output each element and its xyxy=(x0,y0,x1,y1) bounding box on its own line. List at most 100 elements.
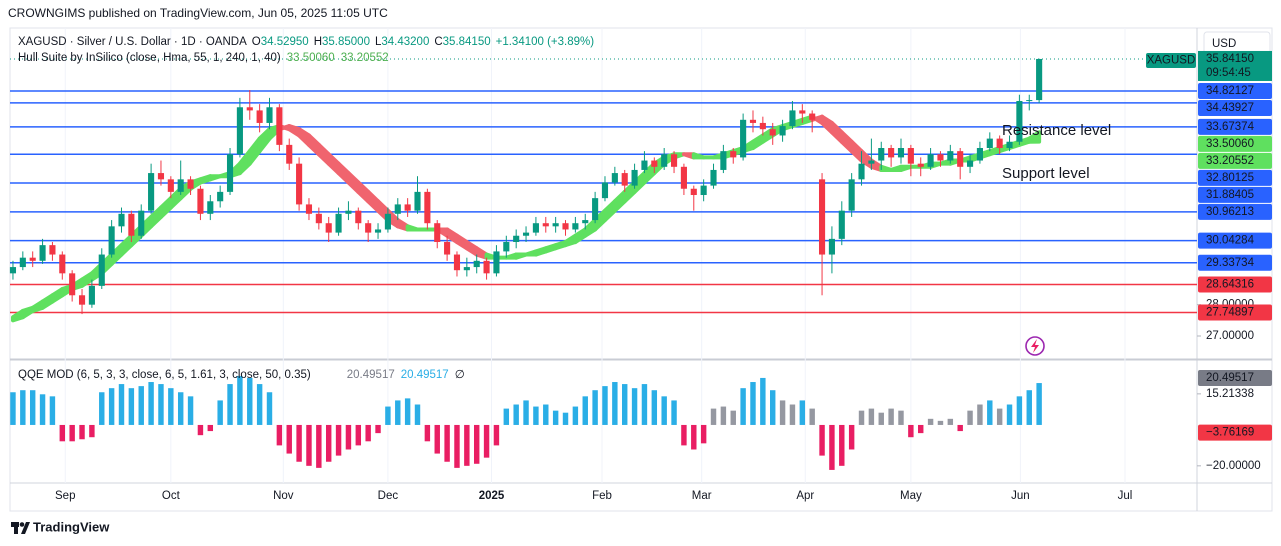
histogram-bar xyxy=(128,388,135,425)
candle-body xyxy=(927,154,934,167)
histogram-bar xyxy=(69,424,75,442)
histogram-bar xyxy=(888,408,894,425)
histogram-bar xyxy=(454,424,460,468)
histogram-bar xyxy=(473,424,480,464)
symbol: XAGUSD · Silver / U.S. Dollar · 1D · OAN… xyxy=(18,36,247,48)
histogram-bar xyxy=(217,400,223,425)
candle-body xyxy=(967,160,974,167)
quote-key: H xyxy=(314,36,322,48)
annotation: Support level xyxy=(1002,165,1090,182)
price-label: 33.50060 xyxy=(1206,138,1254,150)
x-tick-label: Feb xyxy=(592,490,612,502)
candle-body xyxy=(434,223,441,243)
countdown: 09:54:45 xyxy=(1206,67,1251,79)
price-label-box xyxy=(1198,169,1272,186)
histogram-bar xyxy=(1026,390,1032,425)
candle-body xyxy=(601,182,609,199)
candle-body xyxy=(108,226,115,255)
candle-body xyxy=(907,148,914,164)
histogram-bar xyxy=(483,424,490,458)
histogram-bar xyxy=(760,377,766,425)
candle-body xyxy=(88,285,95,305)
price-label-box xyxy=(1198,135,1272,152)
histogram-bar xyxy=(493,424,500,446)
brand-logo xyxy=(11,522,30,534)
histogram-bar xyxy=(365,424,371,442)
annotation: Resistance level xyxy=(1002,122,1111,139)
candle-body xyxy=(197,188,204,214)
candle-body xyxy=(217,191,224,202)
candle-body xyxy=(749,119,757,123)
price-label: 34.43927 xyxy=(1206,102,1254,114)
histogram-bar xyxy=(385,406,391,425)
histogram-bar xyxy=(700,424,707,444)
candle-body xyxy=(59,254,66,274)
candle-body xyxy=(809,113,816,120)
histogram-bar xyxy=(829,424,835,470)
candle-body xyxy=(138,210,145,236)
x-tick-label: Dec xyxy=(378,490,399,502)
candle-body xyxy=(1036,58,1043,101)
histogram-bar xyxy=(325,424,332,462)
histogram-bar xyxy=(562,412,569,425)
price-label-box xyxy=(1198,118,1272,135)
histogram-bar xyxy=(1016,396,1023,425)
histogram-bar xyxy=(39,394,46,425)
candle-body xyxy=(986,138,993,149)
candle-body xyxy=(888,148,895,158)
x-tick-label: Jul xyxy=(1118,490,1133,502)
histogram-bar xyxy=(306,424,312,466)
candle-body xyxy=(325,223,332,233)
histogram-bar xyxy=(710,408,717,425)
x-tick-label: Nov xyxy=(273,490,294,502)
candle-body xyxy=(29,257,36,261)
price-label-box xyxy=(1198,203,1272,220)
histogram-bar xyxy=(237,375,243,425)
histogram-bar xyxy=(858,410,865,425)
quote-value: 34.52950 xyxy=(261,36,309,48)
histogram-bar xyxy=(1036,383,1042,425)
histogram-bar xyxy=(187,396,194,425)
candle-body xyxy=(710,169,717,186)
histogram-bar xyxy=(523,400,529,425)
candle-body xyxy=(700,185,707,196)
candle-body xyxy=(286,144,293,164)
candle-body xyxy=(690,188,697,196)
x-tick-label: Jun xyxy=(1011,490,1030,502)
candle-body xyxy=(9,267,17,274)
candle-body xyxy=(661,154,668,167)
price-label-box xyxy=(1198,99,1272,116)
candle-body xyxy=(562,223,569,230)
histogram-bar xyxy=(770,390,776,425)
price-label: 31.88405 xyxy=(1206,189,1254,201)
price-label-box xyxy=(1198,304,1272,321)
x-tick-label: Oct xyxy=(162,490,181,502)
histogram-bar xyxy=(592,390,598,425)
candle-body xyxy=(187,179,194,189)
x-tick-label: Sep xyxy=(55,490,75,502)
candle-body xyxy=(621,173,628,186)
price-label: 32.80125 xyxy=(1206,172,1254,184)
histogram-bar xyxy=(503,408,510,425)
candle-body xyxy=(917,163,924,167)
histogram-bar xyxy=(681,424,687,446)
histogram-bar xyxy=(661,396,667,425)
price-label: 33.20552 xyxy=(1206,155,1254,167)
histogram-bar xyxy=(207,424,214,432)
histogram-bar xyxy=(227,384,233,425)
legend-qqe: QQE MOD (6, 5, 3, 3, close, 6, 5, 1.61, … xyxy=(18,369,465,381)
value-label: −3.76169 xyxy=(1206,427,1254,439)
candle-body xyxy=(365,223,372,233)
alert-icon[interactable] xyxy=(1025,336,1045,356)
histogram-bar xyxy=(631,388,638,425)
candle-body xyxy=(789,110,796,127)
value-label-box xyxy=(1198,370,1272,387)
candle-body xyxy=(631,169,638,186)
price-label-box xyxy=(1198,232,1272,249)
symbol-tag: XAGUSD xyxy=(1147,55,1196,67)
histogram-bar xyxy=(819,424,825,456)
candle-body xyxy=(98,254,105,286)
quote-key: O xyxy=(252,36,261,48)
histogram-bar xyxy=(256,384,263,425)
price-label: 29.33734 xyxy=(1206,257,1255,269)
